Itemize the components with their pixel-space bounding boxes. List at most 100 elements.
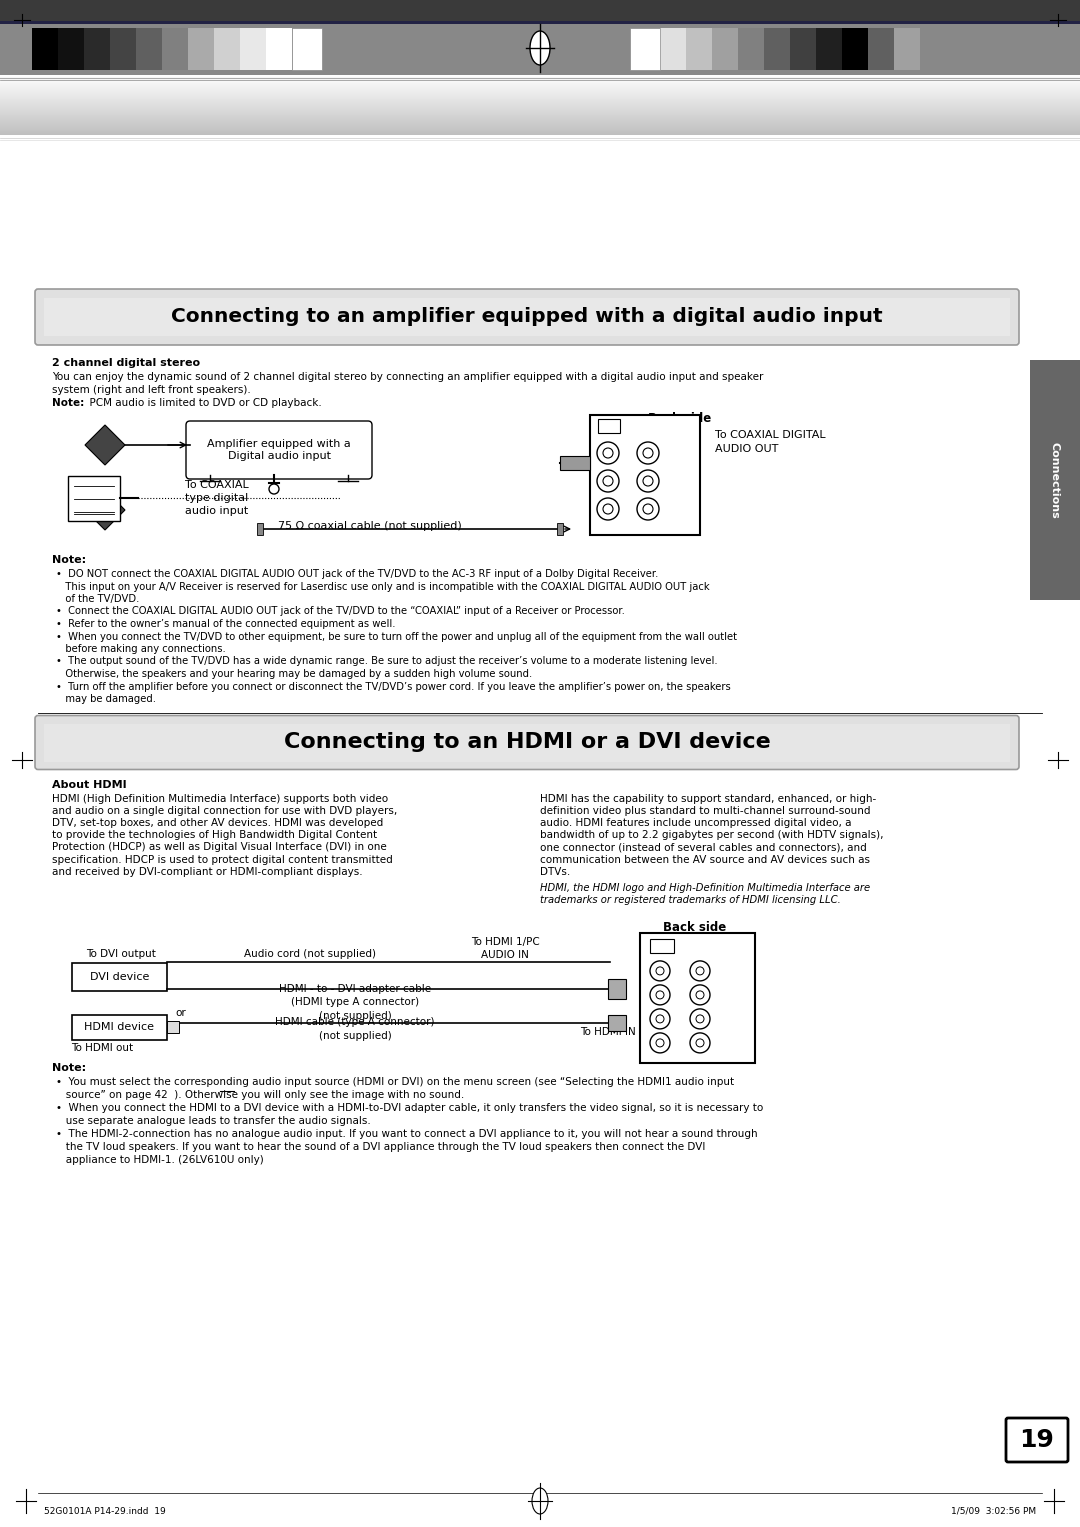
Text: definition video plus standard to multi-channel surround-sound: definition video plus standard to multi-… bbox=[540, 806, 870, 815]
Text: may be damaged.: may be damaged. bbox=[56, 693, 156, 704]
Bar bbox=[44, 724, 1010, 762]
Bar bbox=[712, 27, 738, 70]
Bar bbox=[72, 1015, 167, 1040]
Circle shape bbox=[690, 960, 710, 980]
Text: •  When you connect the HDMI to a DVI device with a HDMI-to-DVI adapter cable, i: • When you connect the HDMI to a DVI dev… bbox=[56, 1102, 764, 1113]
Text: before making any connections.: before making any connections. bbox=[56, 644, 226, 654]
Text: and audio on a single digital connection for use with DVD players,: and audio on a single digital connection… bbox=[52, 806, 397, 815]
Text: •  DO NOT connect the COAXIAL DIGITAL AUDIO OUT jack of the TV/DVD to the AC-3 R: • DO NOT connect the COAXIAL DIGITAL AUD… bbox=[56, 570, 659, 579]
Text: HDMI (High Definition Multimedia Interface) supports both video: HDMI (High Definition Multimedia Interfa… bbox=[52, 794, 388, 803]
Text: •  The HDMI-2-connection has no analogue audio input. If you want to connect a D: • The HDMI-2-connection has no analogue … bbox=[56, 1128, 758, 1139]
Polygon shape bbox=[85, 490, 125, 530]
Text: (not supplied): (not supplied) bbox=[319, 1031, 391, 1041]
Text: system (right and left front speakers).: system (right and left front speakers). bbox=[52, 385, 251, 395]
Text: Connections: Connections bbox=[1050, 441, 1059, 518]
Text: Protection (HDCP) as well as Digital Visual Interface (DVI) in one: Protection (HDCP) as well as Digital Vis… bbox=[52, 843, 387, 852]
Text: To HDMI 1/PC: To HDMI 1/PC bbox=[471, 938, 539, 947]
Bar bbox=[0, 0, 1080, 21]
Bar bbox=[44, 298, 1010, 336]
Bar bbox=[630, 27, 660, 70]
Circle shape bbox=[690, 1032, 710, 1054]
Circle shape bbox=[656, 1015, 664, 1023]
Text: Back side: Back side bbox=[663, 921, 727, 935]
Circle shape bbox=[603, 447, 613, 458]
Text: To COAXIAL DIGITAL: To COAXIAL DIGITAL bbox=[715, 431, 825, 440]
Text: use separate analogue leads to transfer the audio signals.: use separate analogue leads to transfer … bbox=[56, 1116, 370, 1125]
Text: 19: 19 bbox=[1020, 1428, 1054, 1452]
Text: communication between the AV source and AV devices such as: communication between the AV source and … bbox=[540, 855, 870, 864]
Text: Note:: Note: bbox=[52, 399, 84, 408]
Text: DTVs.: DTVs. bbox=[540, 867, 570, 876]
Ellipse shape bbox=[532, 1487, 548, 1513]
Text: (not supplied): (not supplied) bbox=[319, 1011, 391, 1022]
Text: or: or bbox=[175, 1008, 186, 1019]
Text: to provide the technologies of High Bandwidth Digital Content: to provide the technologies of High Band… bbox=[52, 831, 377, 840]
Polygon shape bbox=[85, 425, 125, 466]
Text: To HDMI IN: To HDMI IN bbox=[580, 1026, 636, 1037]
Text: HDMI device: HDMI device bbox=[84, 1023, 154, 1032]
Text: 2 channel digital stereo: 2 channel digital stereo bbox=[52, 357, 200, 368]
Text: AUDIO IN: AUDIO IN bbox=[481, 950, 529, 960]
Text: Back side: Back side bbox=[648, 412, 712, 425]
Bar bbox=[894, 27, 920, 70]
Text: •  You must select the corresponding audio input source (HDMI or DVI) on the men: • You must select the corresponding audi… bbox=[56, 1077, 734, 1087]
Text: Audio cord (not supplied): Audio cord (not supplied) bbox=[244, 948, 376, 959]
Text: •  Turn off the amplifier before you connect or disconnect the TV/DVD’s power co: • Turn off the amplifier before you conn… bbox=[56, 681, 731, 692]
FancyBboxPatch shape bbox=[1005, 1419, 1068, 1461]
Bar bbox=[598, 418, 620, 434]
Text: 1/5/09  3:02:56 PM: 1/5/09 3:02:56 PM bbox=[950, 1507, 1036, 1516]
Bar bbox=[764, 27, 789, 70]
Text: appliance to HDMI-1. (26LV610U only): appliance to HDMI-1. (26LV610U only) bbox=[56, 1154, 264, 1165]
Text: Otherwise, the speakers and your hearing may be damaged by a sudden high volume : Otherwise, the speakers and your hearing… bbox=[56, 669, 532, 680]
Text: HDMI has the capability to support standard, enhanced, or high-: HDMI has the capability to support stand… bbox=[540, 794, 876, 803]
Text: •  The output sound of the TV/DVD has a wide dynamic range. Be sure to adjust th: • The output sound of the TV/DVD has a w… bbox=[56, 657, 717, 666]
Text: one connector (instead of several cables and connectors), and: one connector (instead of several cables… bbox=[540, 843, 867, 852]
Text: About HDMI: About HDMI bbox=[52, 780, 126, 791]
Bar bbox=[660, 27, 686, 70]
Text: Note:: Note: bbox=[52, 1063, 86, 1073]
Circle shape bbox=[650, 960, 670, 980]
Text: HDMI cable (type A connector): HDMI cable (type A connector) bbox=[275, 1017, 435, 1026]
Text: Note:: Note: bbox=[52, 554, 86, 565]
Circle shape bbox=[643, 447, 653, 458]
Bar bbox=[686, 27, 712, 70]
FancyBboxPatch shape bbox=[35, 289, 1020, 345]
Circle shape bbox=[696, 967, 704, 974]
Text: DTV, set-top boxes, and other AV devices. HDMI was developed: DTV, set-top boxes, and other AV devices… bbox=[52, 818, 383, 828]
Text: audio. HDMI features include uncompressed digital video, a: audio. HDMI features include uncompresse… bbox=[540, 818, 851, 828]
Text: •  When you connect the TV/DVD to other equipment, be sure to turn off the power: • When you connect the TV/DVD to other e… bbox=[56, 632, 737, 641]
Bar bbox=[84, 27, 110, 70]
Circle shape bbox=[696, 1038, 704, 1048]
Text: type digital: type digital bbox=[185, 493, 248, 502]
Bar bbox=[167, 1022, 179, 1034]
Circle shape bbox=[597, 470, 619, 492]
Text: specification. HDCP is used to protect digital content transmitted: specification. HDCP is used to protect d… bbox=[52, 855, 393, 864]
Ellipse shape bbox=[530, 31, 550, 66]
Circle shape bbox=[643, 476, 653, 486]
Text: source” on page 42  ). Otherwise you will only see the image with no sound.: source” on page 42 ). Otherwise you will… bbox=[56, 1090, 464, 1099]
Circle shape bbox=[656, 1038, 664, 1048]
Bar bbox=[789, 27, 816, 70]
Text: •  Connect the COAXIAL DIGITAL AUDIO OUT jack of the TV/DVD to the “COAXIAL” inp: • Connect the COAXIAL DIGITAL AUDIO OUT … bbox=[56, 606, 625, 617]
Bar bbox=[738, 27, 764, 70]
Circle shape bbox=[650, 1009, 670, 1029]
Bar bbox=[0, 21, 1080, 75]
Bar bbox=[240, 27, 266, 70]
Circle shape bbox=[656, 967, 664, 974]
Bar bbox=[557, 524, 563, 534]
Circle shape bbox=[656, 991, 664, 999]
Bar bbox=[590, 415, 700, 534]
Bar bbox=[608, 1015, 626, 1031]
Bar bbox=[816, 27, 842, 70]
Bar bbox=[136, 27, 162, 70]
Text: AUDIO OUT: AUDIO OUT bbox=[715, 444, 779, 454]
Bar bbox=[868, 27, 894, 70]
Circle shape bbox=[637, 498, 659, 521]
Text: 75 Ω coaxial cable (not supplied): 75 Ω coaxial cable (not supplied) bbox=[279, 521, 462, 531]
Circle shape bbox=[637, 470, 659, 492]
Text: This input on your A/V Receiver is reserved for Laserdisc use only and is incomp: This input on your A/V Receiver is reser… bbox=[56, 582, 710, 591]
Bar bbox=[1030, 360, 1080, 600]
Circle shape bbox=[696, 991, 704, 999]
FancyBboxPatch shape bbox=[186, 421, 372, 479]
Text: To DVI output: To DVI output bbox=[86, 948, 156, 959]
